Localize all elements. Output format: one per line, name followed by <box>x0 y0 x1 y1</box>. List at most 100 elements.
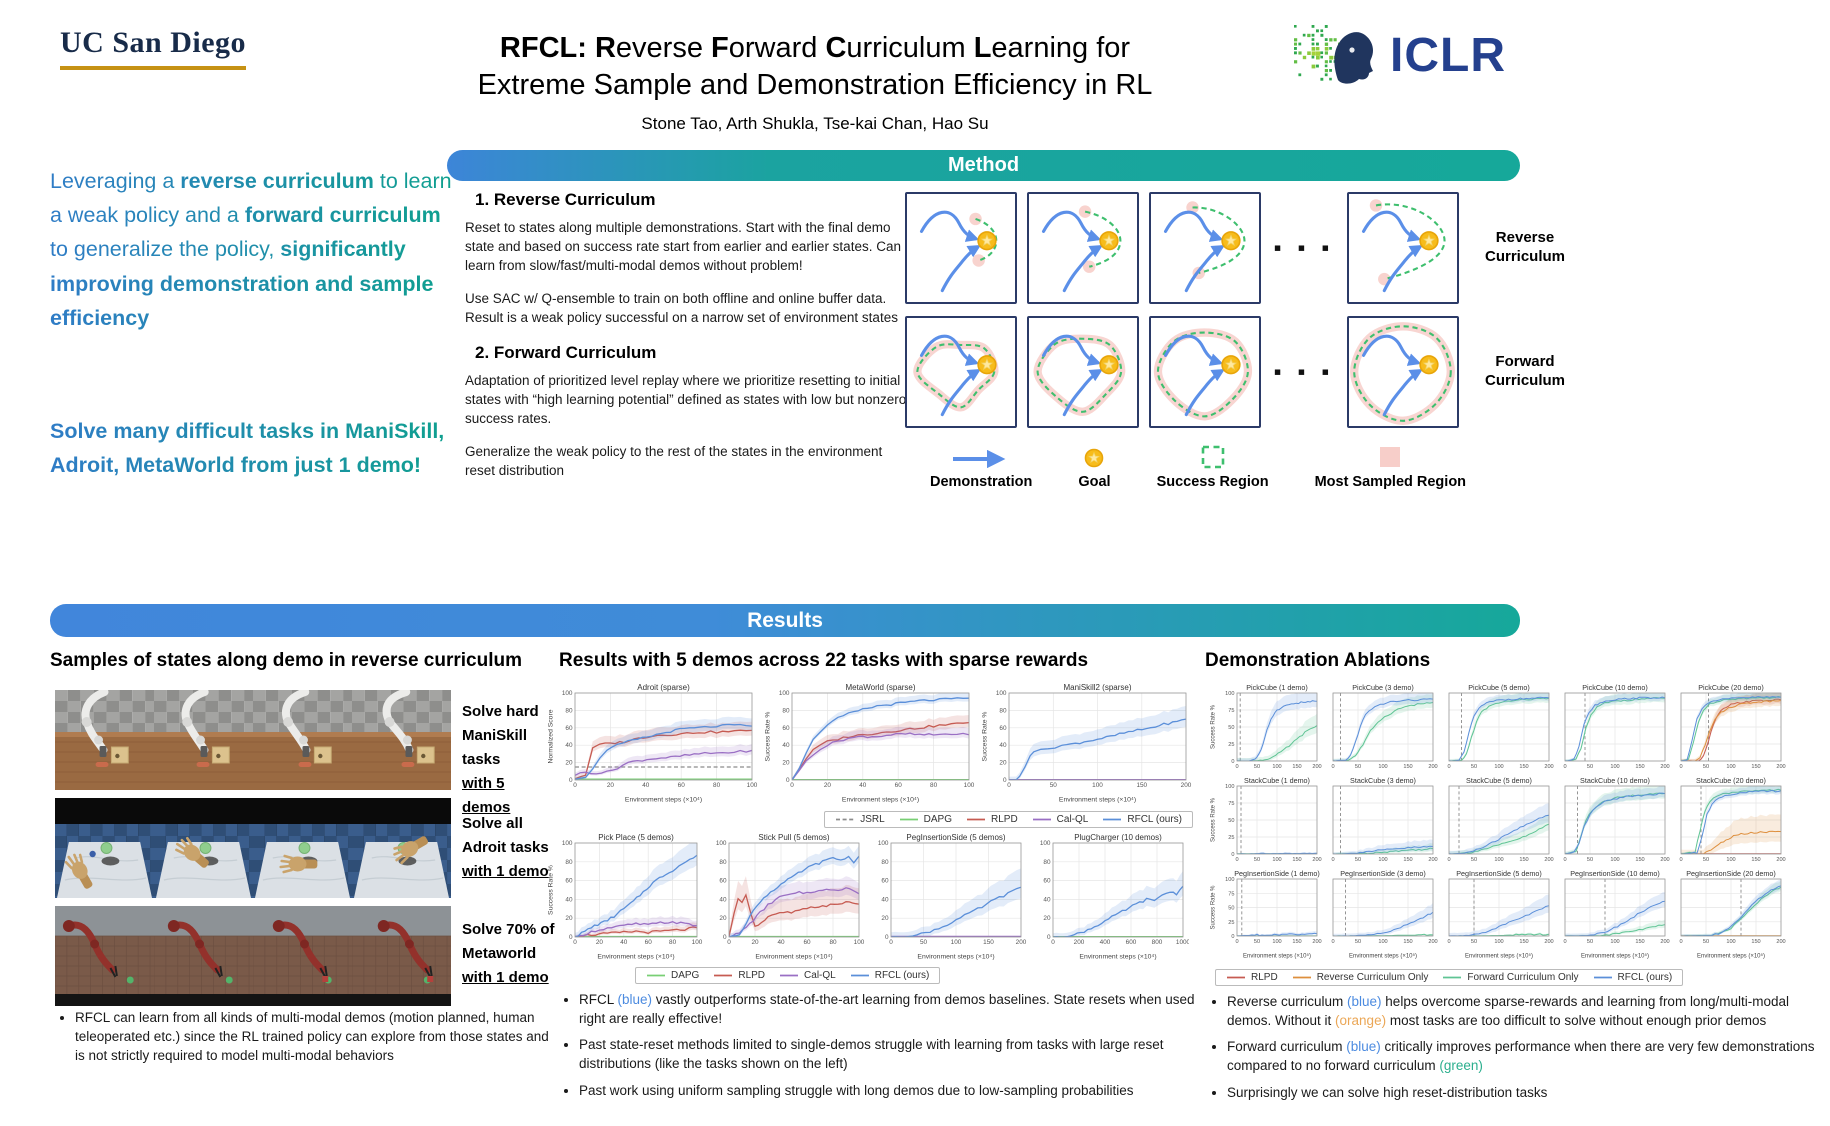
text-segment: helps overcome sparse-rewards and learni… <box>1227 994 1789 1029</box>
svg-text:100: 100 <box>1726 939 1735 945</box>
legend-item: RFCL (ours) <box>1593 972 1672 983</box>
demonstration-arrow-icon <box>953 449 1006 469</box>
goal-star-icon <box>1085 448 1104 468</box>
intro-highlight: Solve many difficult tasks in ManiSkill,… <box>50 414 452 483</box>
curriculum-diagram-svg <box>1041 205 1122 293</box>
svg-text:20: 20 <box>607 782 615 789</box>
chart-svg: 0 50 100 150 200 0 20 40 60 80 100 Environment step… <box>878 833 1027 961</box>
svg-text:0: 0 <box>569 777 573 784</box>
maniskill-frame-1 <box>55 690 154 790</box>
intro-paragraph: Leveraging a reverse curriculum to learn… <box>50 164 452 336</box>
metaworld-frame-svg <box>55 906 154 1006</box>
legend-label: RFCL (ours) <box>874 969 930 981</box>
svg-text:100: 100 <box>1378 764 1387 770</box>
legend-label: Forward Curriculum Only <box>1467 971 1579 983</box>
line-chart-peginsertionside-1-demo-: 0 50 100 150 200 0 25 50 75 100 Environment steps … <box>1207 868 1323 961</box>
svg-text:200: 200 <box>1776 764 1785 770</box>
authors: Stone Tao, Arth Shukla, Tse-kai Chan, Ha… <box>641 114 989 134</box>
svg-text:40: 40 <box>881 896 889 903</box>
title-line-1: RFCL: Reverse Forward Curriculum Learnin… <box>340 30 1290 67</box>
legend-label: Cal-QL <box>1056 813 1089 825</box>
svg-text:StackCube (20 demo): StackCube (20 demo) <box>1696 776 1766 785</box>
svg-text:Success Rate %: Success Rate % <box>1211 885 1217 930</box>
svg-text:Environment steps (×10⁴): Environment steps (×10⁴) <box>917 954 994 961</box>
svg-text:0: 0 <box>1235 857 1238 863</box>
svg-text:150: 150 <box>1635 939 1644 945</box>
method-legend: Demonstration Goal Success Region Most Samp… <box>930 444 1466 490</box>
adroit-frame-svg <box>154 798 253 898</box>
chart-svg: 0 50 100 150 200 PickCube (3 demo) <box>1331 683 1437 770</box>
svg-text:60: 60 <box>645 939 653 946</box>
method-legend-item: Most Sampled Region <box>1315 444 1466 490</box>
svg-text:100: 100 <box>562 690 573 697</box>
chart-svg: 0 50 100 150 200 Environment steps (×10⁵) PegI… <box>1563 869 1669 960</box>
chart-legend: DAPG RLPD Cal-QL RFCL (ours) <box>635 966 941 984</box>
svg-text:0: 0 <box>1331 857 1334 863</box>
svg-text:20: 20 <box>881 915 889 922</box>
chart-svg: 0 50 100 150 200 StackCube (10 demo) <box>1563 776 1669 863</box>
svg-text:0: 0 <box>1563 764 1566 770</box>
curriculum-diagram-svg <box>1350 322 1455 425</box>
chart-svg: 0 50 100 150 200 PickCube (5 demo) <box>1447 683 1553 770</box>
chart-svg: 0 50 100 150 200 0 25 50 75 100 Environment steps … <box>1211 869 1322 960</box>
legend-line-icon <box>850 974 869 977</box>
svg-text:200: 200 <box>1312 857 1321 863</box>
svg-text:800: 800 <box>1152 939 1163 946</box>
svg-text:150: 150 <box>1292 764 1301 770</box>
svg-text:40: 40 <box>565 896 573 903</box>
method-paragraph-4: Generalize the weak policy to the rest o… <box>465 444 883 479</box>
line-chart-maniskill2-sparse-: 0 50 100 150 200 0 20 40 60 80 100 Environment step… <box>979 682 1192 810</box>
text-segment: : <box>577 32 595 64</box>
legend-item: Cal-QL <box>1032 813 1089 825</box>
text-segment: most tasks are too difficult to solve wi… <box>1386 1013 1767 1029</box>
line-chart-peginsertionside-20-demo-: 0 50 100 150 200 Environment steps (×10⁵) PegI… <box>1671 868 1787 961</box>
svg-text:200: 200 <box>1074 939 1085 946</box>
text-segment: vastly outperforms state-of-the-art lear… <box>579 992 1195 1027</box>
svg-text:50: 50 <box>1254 939 1260 945</box>
line-chart-stackcube-20-demo-: 0 50 100 150 200 StackCube (20 demo) <box>1671 775 1787 868</box>
adroit-frame-svg <box>352 798 451 898</box>
svg-text:100: 100 <box>964 782 975 789</box>
chart-svg: 0 50 100 150 200 PickCube (20 demo) <box>1679 683 1785 770</box>
svg-text:50: 50 <box>920 939 928 946</box>
reverse-curriculum-label: Reverse Curriculum <box>1484 229 1565 265</box>
svg-text:40: 40 <box>1043 896 1051 903</box>
svg-text:80: 80 <box>881 859 889 866</box>
legend-line-icon <box>1443 976 1462 979</box>
legend-line-icon <box>1103 818 1122 821</box>
line-chart-stackcube-1-demo-: 0 50 100 150 200 0 25 50 75 100 Success Rate % Stac… <box>1207 775 1323 868</box>
svg-text:40: 40 <box>719 896 727 903</box>
line-chart-pickcube-5-demo-: 0 50 100 150 200 PickCube (5 demo) <box>1439 682 1555 775</box>
svg-text:20: 20 <box>751 939 759 946</box>
svg-text:Success Rate %: Success Rate % <box>1211 704 1217 749</box>
caption-metaworld: Solve 70% of Metaworld with 1 demo <box>462 918 555 990</box>
text-segment: L <box>973 32 992 64</box>
svg-text:MetaWorld (sparse): MetaWorld (sparse) <box>845 683 915 692</box>
svg-text:1000: 1000 <box>1176 939 1189 946</box>
forward-curriculum-row: ▪ ▪ ▪ Forward Curriculum <box>905 316 1581 428</box>
method-banner-label: Method <box>947 154 1020 176</box>
svg-text:Environment steps (×10⁴): Environment steps (×10⁴) <box>625 797 702 804</box>
forward-curriculum-label: Forward Curriculum <box>1484 353 1565 389</box>
svg-text:Environment steps (×10⁵): Environment steps (×10⁵) <box>1243 953 1311 960</box>
svg-text:0: 0 <box>1007 782 1011 789</box>
svg-text:0: 0 <box>1331 939 1334 945</box>
svg-text:200: 200 <box>1312 939 1321 945</box>
chart-svg: 0 50 100 150 200 Environment steps (×10⁵) PegI… <box>1679 869 1785 960</box>
main-results-legend-1: JSRL DAPG RLPD Cal-QL RFCL (ours) <box>824 810 1193 828</box>
svg-text:20: 20 <box>1043 915 1051 922</box>
svg-text:150: 150 <box>1751 764 1760 770</box>
svg-text:60: 60 <box>565 878 573 885</box>
svg-text:100: 100 <box>1272 939 1281 945</box>
chart-svg: 0 50 100 150 200 StackCube (3 demo) <box>1331 776 1437 863</box>
svg-text:0: 0 <box>1447 939 1450 945</box>
legend-label: Cal-QL <box>804 969 836 981</box>
text-segment: (blue) <box>1347 994 1382 1009</box>
svg-text:100: 100 <box>1494 939 1503 945</box>
caption-line: Solve 70% of <box>462 921 555 938</box>
line-chart-stackcube-3-demo-: 0 50 100 150 200 StackCube (3 demo) <box>1323 775 1439 868</box>
svg-text:200: 200 <box>1544 857 1553 863</box>
svg-text:40: 40 <box>777 939 785 946</box>
text-segment: (orange) <box>1335 1013 1387 1029</box>
svg-text:0: 0 <box>1231 759 1234 765</box>
